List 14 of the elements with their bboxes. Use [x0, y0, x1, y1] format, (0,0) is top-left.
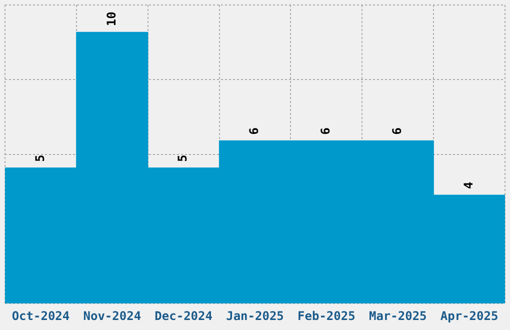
- x-tick-label: Feb-2025: [298, 308, 356, 323]
- data-label: 5: [176, 154, 190, 162]
- x-tick-label: Apr-2025: [440, 308, 498, 323]
- x-tick-label: Nov-2024: [83, 308, 142, 323]
- data-label: 6: [247, 127, 262, 135]
- data-label: 6: [318, 127, 333, 135]
- x-tick-label: Mar-2025: [368, 308, 427, 323]
- x-tick-label: Jan-2025: [226, 308, 284, 323]
- x-tick-label: Dec-2024: [154, 308, 212, 323]
- data-label: 10: [104, 12, 118, 26]
- data-label: 4: [461, 182, 476, 190]
- x-tick-label: Oct-2024: [12, 308, 70, 323]
- data-label: 6: [390, 127, 404, 135]
- data-label: 5: [32, 154, 47, 162]
